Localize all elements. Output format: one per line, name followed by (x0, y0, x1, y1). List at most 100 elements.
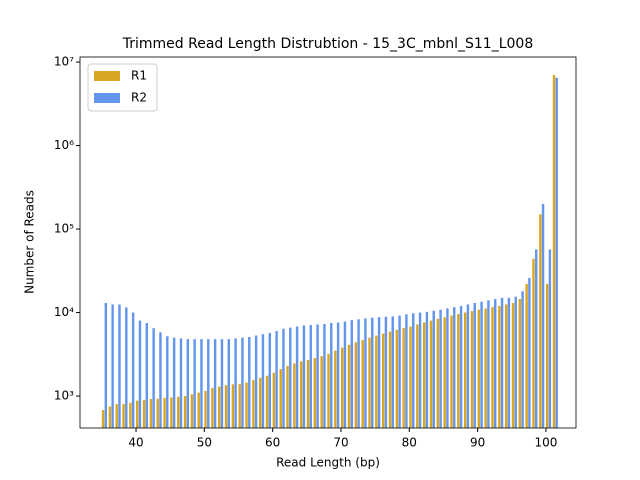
bar (316, 324, 319, 428)
bar (381, 333, 385, 428)
bar (375, 335, 378, 428)
bar (340, 347, 344, 428)
x-tick-label: 60 (265, 436, 280, 450)
bar (377, 317, 381, 428)
bar (282, 328, 285, 428)
bar (115, 404, 118, 428)
bar (186, 339, 190, 428)
bar (545, 283, 549, 428)
bar (334, 350, 337, 428)
bar (166, 336, 169, 428)
bar (275, 331, 278, 428)
bar (306, 360, 310, 428)
bar (405, 314, 408, 428)
bar (539, 214, 542, 428)
bar (238, 383, 241, 428)
y-axis-label: Number of Reads (23, 190, 37, 294)
bar (234, 338, 237, 428)
bar (200, 339, 203, 428)
bar (416, 324, 419, 428)
bar (528, 277, 531, 428)
bar (320, 356, 323, 428)
bar (398, 315, 401, 428)
bar (412, 313, 415, 428)
bar (459, 305, 463, 428)
bar (457, 314, 460, 428)
bar (432, 310, 435, 428)
bar (299, 361, 303, 428)
bar (183, 396, 187, 428)
bar (295, 326, 299, 428)
bar (118, 304, 121, 428)
bar (108, 406, 112, 428)
bar (491, 307, 494, 428)
bar (480, 301, 483, 428)
bar (177, 396, 180, 428)
bar (156, 398, 159, 428)
bar (323, 323, 326, 428)
bar (131, 312, 135, 428)
bar (193, 339, 196, 428)
bar (129, 402, 132, 428)
x-tick-label: 100 (534, 436, 557, 450)
bar (395, 329, 399, 428)
legend-swatch (94, 71, 120, 81)
bar (453, 307, 456, 428)
bar (313, 358, 317, 428)
bar (101, 410, 105, 428)
bar (268, 332, 271, 428)
legend-label: R2 (131, 91, 147, 105)
bar (525, 283, 528, 428)
bar (231, 384, 235, 428)
bar (190, 394, 194, 428)
bar (111, 304, 114, 428)
bar (364, 318, 367, 428)
bar (535, 249, 538, 428)
bar (518, 299, 522, 428)
bar (227, 339, 231, 428)
bar (357, 319, 360, 428)
bar (507, 297, 511, 428)
x-tick-label: 90 (470, 436, 485, 450)
bar (371, 317, 374, 428)
bar (245, 382, 248, 428)
bar (466, 304, 470, 428)
bar (293, 363, 296, 428)
bar (204, 390, 207, 428)
bar (241, 337, 244, 428)
bar (521, 291, 524, 428)
y-tick-label: 10⁶ (54, 138, 74, 152)
bar (152, 328, 155, 428)
legend-swatch (94, 93, 120, 103)
bar (354, 342, 358, 428)
bar (532, 258, 535, 428)
bar (500, 297, 504, 428)
bar (484, 308, 487, 428)
bar (254, 335, 258, 428)
bar (446, 308, 449, 428)
bar (552, 75, 556, 429)
bar (272, 372, 276, 428)
bar (309, 324, 312, 428)
y-tick-label: 10⁵ (54, 222, 74, 236)
bar (350, 320, 353, 428)
bar (136, 400, 139, 428)
bar (122, 404, 125, 428)
bar (402, 328, 405, 428)
bar (125, 307, 128, 428)
bar (327, 353, 330, 428)
bar (388, 331, 392, 428)
bar (548, 249, 552, 428)
bar (555, 77, 558, 428)
bar (361, 339, 364, 428)
bar (172, 337, 176, 428)
y-tick-label: 10⁴ (54, 305, 74, 319)
legend-label: R1 (131, 69, 147, 83)
bar (302, 325, 306, 428)
y-tick-label: 10⁷ (54, 55, 74, 69)
bar (343, 321, 347, 428)
bar (220, 339, 224, 428)
bar (494, 299, 497, 428)
bar (409, 326, 412, 428)
